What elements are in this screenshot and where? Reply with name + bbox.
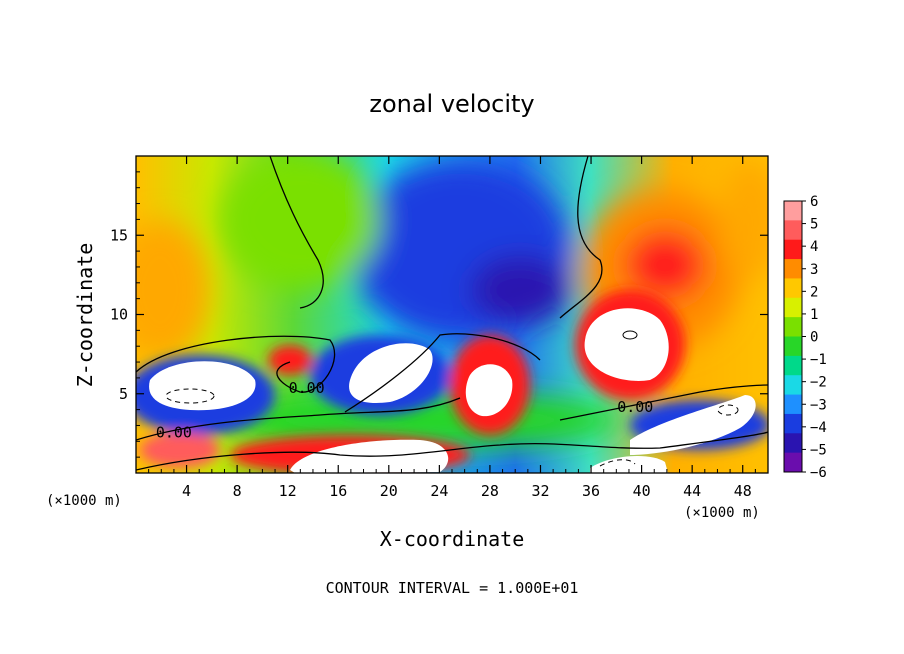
colorbar-swatch (784, 297, 802, 318)
x-unit-left: (×1000 m) (46, 493, 122, 509)
x-tick-label: 12 (279, 482, 297, 500)
colorbar-tick-label: 2 (810, 284, 818, 300)
x-tick-label: 48 (734, 482, 752, 500)
x-tick-label: 28 (481, 482, 499, 500)
colorbar-tick-label: 3 (810, 262, 818, 278)
colorbar-swatch (784, 239, 802, 260)
x-tick-label: 40 (633, 482, 651, 500)
colorbar-swatch (784, 336, 802, 357)
colorbar-tick-label: −5 (810, 442, 827, 458)
colorbar-swatch (784, 375, 802, 396)
colorbar-tick-label: 6 (810, 194, 818, 210)
chart-title: zonal velocity (369, 90, 534, 118)
y-tick-label: 5 (119, 385, 128, 403)
x-tick-label: 8 (233, 482, 242, 500)
x-tick-label: 24 (430, 482, 448, 500)
colorbar-swatch (784, 278, 802, 299)
colorbar-tick-label: 0 (810, 330, 818, 346)
x-axis-label: X-coordinate (380, 527, 525, 551)
colorbar-tick-label: 1 (810, 307, 818, 323)
x-tick-label: 36 (582, 482, 600, 500)
contour-label: 0.00 (156, 423, 192, 441)
colorbar-swatch (784, 394, 802, 415)
contour-label: 0.00 (617, 398, 653, 416)
colorbar-swatch (784, 220, 802, 241)
colorbar-swatch (784, 413, 802, 434)
colorbar-swatch (784, 317, 802, 337)
colorbar-tick-label: −2 (810, 375, 827, 391)
colorbar-swatch (784, 452, 802, 473)
contour-interval-note: CONTOUR INTERVAL = 1.000E+01 (326, 579, 579, 597)
colorbar-swatch (784, 433, 802, 454)
contour-label: 0.00 (289, 379, 325, 397)
colorbar: 6 5 4 3 2 1 0 −1 −2 −3 −4 −5 −6 (783, 194, 827, 481)
x-tick-label: 4 (182, 482, 191, 500)
colorbar-tick-label: 4 (810, 239, 818, 255)
colorbar-swatch (784, 259, 802, 279)
colorbar-tick-label: −1 (810, 352, 827, 368)
x-tick-label: 20 (380, 482, 398, 500)
colorbar-swatch (784, 355, 802, 376)
x-unit-right: (×1000 m) (684, 505, 760, 521)
x-tick-label: 32 (531, 482, 549, 500)
colorbar-tick-label: −6 (810, 465, 827, 481)
y-axis-label: Z-coordinate (73, 243, 97, 388)
colorbar-tick-label: −4 (810, 420, 827, 436)
colorbar-tick-label: 5 (810, 217, 818, 233)
colorbar-swatch (784, 201, 802, 221)
y-tick-label: 10 (110, 306, 128, 324)
x-tick-label: 44 (683, 482, 701, 500)
x-tick-label: 16 (329, 482, 347, 500)
y-tick-label: 15 (110, 226, 128, 244)
colorbar-tick-label: −3 (810, 397, 827, 413)
velocity-field: 0.00 0.00 0.00 (136, 156, 768, 473)
